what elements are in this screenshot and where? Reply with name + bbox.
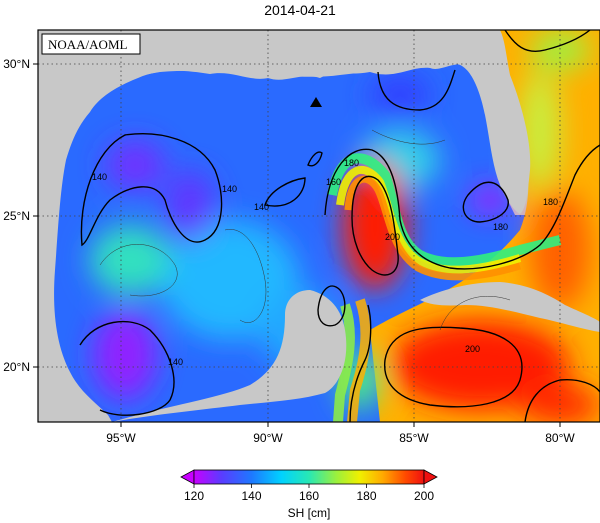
colorbar-extend-high: [423, 469, 438, 485]
contour-label: 140: [254, 202, 269, 212]
thin-contour-3: [371, 129, 446, 145]
contour-label: 180: [543, 197, 558, 207]
contour-140-south: [79, 320, 175, 416]
us-coast: [38, 30, 500, 422]
contour-160-loop: [317, 285, 346, 327]
thin-contour-4: [439, 296, 511, 331]
contour-200-loop: [351, 175, 399, 276]
contour-label: 180: [493, 222, 508, 232]
contour-140-east: [377, 69, 456, 111]
x-tick-label: 95°W: [106, 431, 136, 445]
colorbar-tick-label: 160: [299, 489, 319, 503]
station-marker-icon: [310, 97, 322, 107]
land-masses: [38, 30, 600, 422]
graticule: [38, 30, 600, 422]
plot-frame: [37, 29, 600, 423]
contours: [79, 30, 600, 422]
contour-200-se: [524, 378, 600, 422]
colorbar-tick-label: 120: [184, 489, 204, 503]
contour-label: 200: [385, 232, 400, 242]
y-tick-label: 25°N: [3, 209, 30, 223]
colorbar-tick-label: 140: [241, 489, 261, 503]
contour-labels: 140 140 140 140 160 180 180 180 200 200: [92, 158, 558, 367]
colorbar-title: SH [cm]: [288, 506, 331, 520]
colorbar-tick-label: 200: [414, 489, 434, 503]
contour-160-east: [462, 181, 509, 223]
contour-160-small: [307, 151, 323, 167]
y-tick-labels: 30°N 25°N 20°N: [3, 57, 30, 374]
contour-200-south: [384, 326, 523, 408]
contour-label: 140: [168, 357, 183, 367]
tick-marks: [33, 63, 561, 427]
contour-label: 180: [344, 158, 359, 168]
map-title: 2014-04-21: [264, 2, 336, 18]
x-tick-label: 90°W: [253, 431, 283, 445]
contour-label: 140: [92, 172, 107, 182]
colorbar-tick-label: 180: [356, 489, 376, 503]
credit-box: [41, 33, 141, 55]
y-tick-label: 30°N: [3, 57, 30, 71]
x-tick-labels: 95°W 90°W 85°W 80°W: [106, 431, 575, 445]
contour-180-atlantic: [504, 30, 591, 52]
florida: [455, 30, 531, 214]
credit-text: NOAA/AOML: [48, 37, 128, 52]
colorbar-extend-low: [180, 469, 195, 485]
cuba: [420, 282, 600, 332]
yucatan: [112, 290, 347, 422]
contour-180-loop: [324, 144, 600, 270]
contour-180-south: [349, 304, 372, 422]
contour-160-mid: [264, 177, 306, 207]
contour-label: 140: [222, 184, 237, 194]
y-tick-label: 20°N: [3, 360, 30, 374]
x-tick-label: 85°W: [399, 431, 429, 445]
colorbar-bar: [193, 469, 425, 485]
contour-label: 200: [465, 344, 480, 354]
colorbar: 120 140 160 180 200 SH [cm]: [180, 469, 438, 520]
contour-140-west: [80, 133, 223, 247]
x-tick-label: 80°W: [545, 431, 575, 445]
contour-label: 160: [326, 177, 341, 187]
